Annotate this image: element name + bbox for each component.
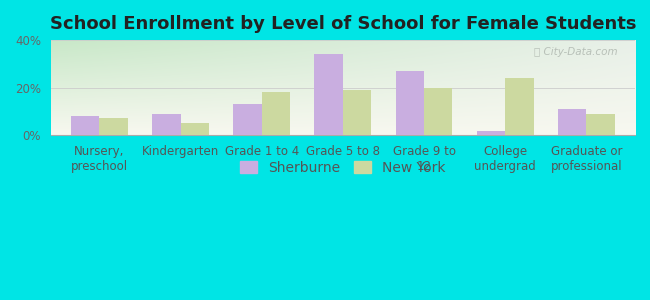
Bar — [586, 114, 615, 135]
Bar — [99, 118, 128, 135]
Text: ⓘ City-Data.com: ⓘ City-Data.com — [534, 47, 618, 57]
Bar — [476, 131, 505, 135]
Bar — [315, 54, 343, 135]
Bar — [262, 92, 290, 135]
Bar — [233, 104, 262, 135]
Title: School Enrollment by Level of School for Female Students: School Enrollment by Level of School for… — [49, 15, 636, 33]
Bar — [152, 114, 181, 135]
Bar — [71, 116, 99, 135]
Legend: Sherburne, New York: Sherburne, New York — [235, 155, 451, 180]
Bar — [505, 78, 534, 135]
Bar — [396, 71, 424, 135]
Bar — [181, 123, 209, 135]
Bar — [424, 88, 452, 135]
Bar — [558, 109, 586, 135]
Bar — [343, 90, 371, 135]
